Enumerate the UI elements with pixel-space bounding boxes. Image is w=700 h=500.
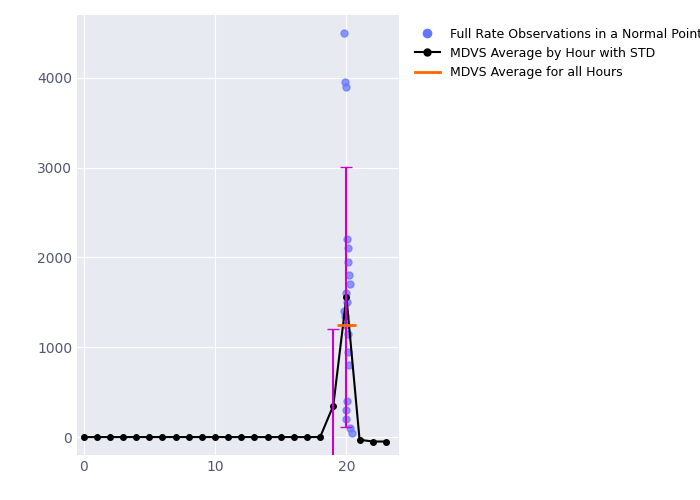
Point — [342, 298, 353, 306]
Point — [344, 280, 356, 288]
Point — [345, 424, 356, 432]
Point — [340, 78, 351, 86]
Point — [342, 397, 353, 405]
Point — [338, 308, 349, 316]
Point — [342, 330, 354, 338]
Point — [340, 406, 351, 414]
Point — [343, 348, 354, 356]
Point — [343, 258, 354, 266]
Point — [344, 272, 355, 280]
Point — [342, 236, 353, 244]
Point — [341, 321, 352, 329]
Point — [339, 29, 350, 37]
Point — [341, 290, 352, 298]
Point — [340, 312, 351, 320]
Point — [341, 415, 352, 423]
Legend: Full Rate Observations in a Normal Point, MDVS Average by Hour with STD, MDVS Av: Full Rate Observations in a Normal Point… — [409, 21, 700, 85]
Point — [346, 428, 357, 436]
Point — [340, 83, 351, 91]
Point — [344, 361, 355, 369]
Point — [342, 244, 354, 252]
